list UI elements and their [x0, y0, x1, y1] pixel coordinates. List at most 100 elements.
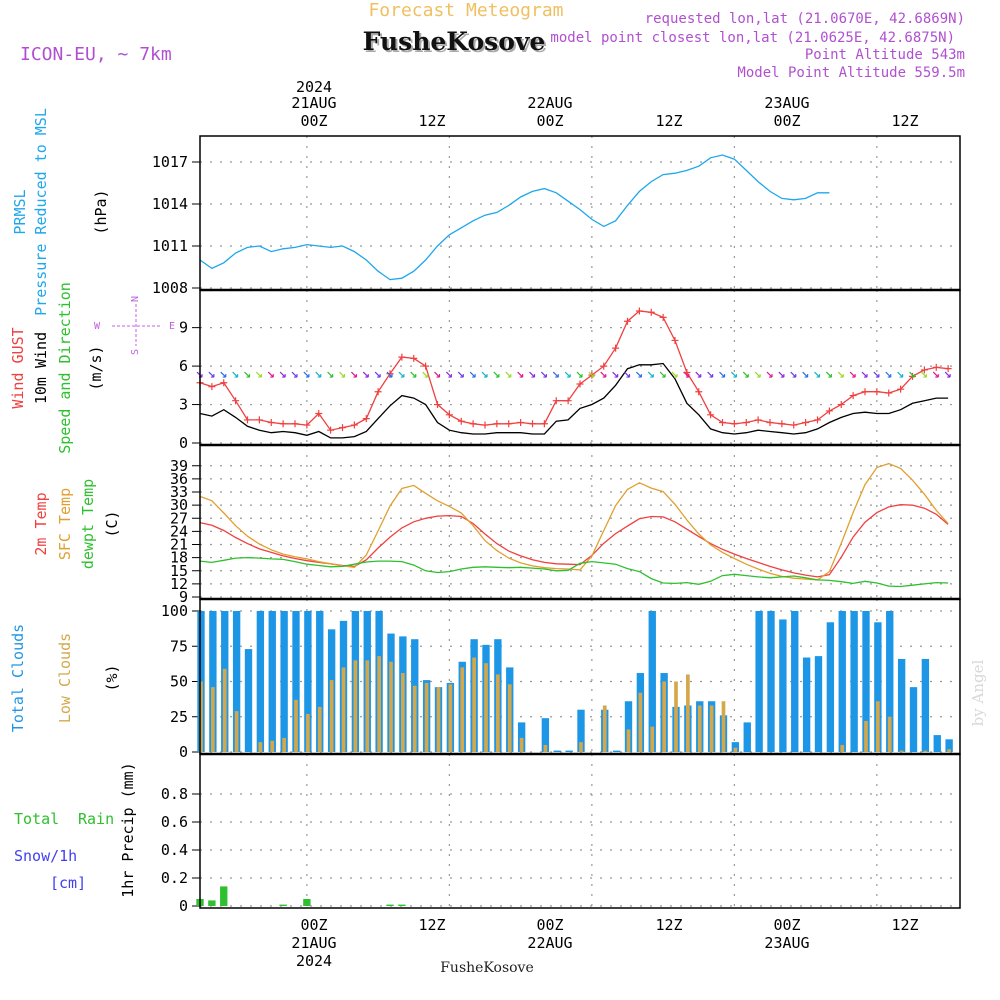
total-cloud-bar [268, 611, 276, 752]
gust-marker [422, 362, 430, 370]
total-cloud-bar [565, 750, 573, 752]
low-cloud-bar [721, 701, 726, 752]
year-bottom: 2024 [296, 952, 332, 970]
label-hpa: (hPa) [92, 189, 110, 234]
total-cloud-bar [826, 622, 835, 752]
wind-arrow [683, 371, 690, 378]
gust-marker [707, 411, 715, 419]
panel-frame-temperature [199, 444, 961, 600]
panels: 1008101110141017036991215182124273033363… [152, 135, 961, 915]
label-low-clouds: Low Clouds [56, 633, 74, 723]
tick-top-2: 12Z [418, 112, 445, 130]
low-cloud-bar [662, 681, 666, 752]
gust-marker [624, 317, 631, 325]
wind-arrow [742, 371, 749, 378]
wind-arrow [362, 371, 369, 378]
ytick-label-precip: 0.8 [161, 785, 188, 803]
gust-marker [232, 397, 240, 405]
wind-arrow [873, 371, 880, 378]
wind-arrow [208, 371, 215, 378]
low-cloud-bar [579, 742, 583, 752]
wind-arrow [897, 371, 904, 378]
wind-arrow [303, 371, 310, 378]
ytick-label-temperature: 21 [170, 536, 188, 554]
gust-marker [386, 370, 394, 378]
ytick-label-clouds: 25 [170, 708, 188, 726]
low-cloud-bar [365, 660, 370, 752]
gust-marker [315, 410, 323, 418]
label-percent: (%) [103, 664, 121, 691]
low-cloud-bar [222, 668, 227, 752]
panel-labels: PRMSL Pressure Reduced to MSL (hPa) Wind… [9, 108, 987, 898]
wind-arrow [493, 371, 500, 378]
ytick-label-wind: 9 [179, 319, 188, 337]
gust-marker [255, 416, 263, 424]
date-bottom-1: 21AUG [291, 934, 336, 952]
gust-marker [410, 354, 418, 362]
total-cloud-bar [743, 722, 751, 752]
chart-title: Forecast Meteogram [368, 0, 563, 21]
gust-marker [469, 420, 477, 428]
low-cloud-bar [199, 681, 203, 752]
wind-arrow [564, 371, 571, 378]
bottom-time-axis: 00Z 12Z 00Z 12Z 00Z 12Z 21AUG 22AUG 23AU… [291, 916, 918, 976]
wind-arrow [754, 371, 761, 378]
low-cloud-bar [484, 663, 488, 752]
wind-arrow [920, 371, 927, 378]
ytick-label-wind: 3 [179, 396, 188, 414]
tick-top-6: 12Z [891, 112, 918, 130]
label-rain: Rain [78, 810, 114, 828]
low-cloud-bar [519, 737, 524, 752]
panel-frame-precip [199, 753, 961, 909]
panel-wind: 0 3 6 9 [179, 289, 961, 452]
wind-arrow [885, 371, 892, 378]
ytick-label-temperature: 9 [179, 588, 188, 606]
gust-marker [445, 411, 453, 419]
gust-marker [612, 344, 620, 352]
wind-arrow [600, 371, 607, 378]
wind-arrow [790, 371, 797, 378]
compass-w: W [94, 321, 101, 332]
ytick-label-pressure: 1014 [152, 195, 188, 213]
compass-s: S [130, 349, 141, 355]
wind-arrow [517, 371, 524, 378]
gust-marker [730, 420, 738, 428]
total-cloud-bar [874, 622, 882, 752]
low-cloud-bar [448, 684, 453, 752]
panel-frame-pressure [199, 135, 961, 291]
low-cloud-bar [389, 661, 393, 752]
total-cloud-bar [731, 742, 740, 752]
wind-arrow [588, 371, 595, 378]
date-top-3: 23AUG [764, 94, 809, 112]
tick-top-3: 00Z [536, 112, 563, 130]
wind-arrow [825, 371, 832, 378]
gust-marker [719, 418, 726, 426]
total-cloud-bar [209, 611, 217, 752]
series-line-wind-0 [199, 310, 949, 431]
total-cloud-bar [779, 619, 787, 752]
tick-bottom-6: 12Z [891, 916, 918, 934]
wind-arrow [814, 371, 821, 378]
tick-top-4: 12Z [655, 112, 682, 130]
gust-marker [944, 365, 952, 373]
ytick-label-temperature: 33 [170, 483, 188, 501]
footer-location: FusheKosove [440, 960, 534, 976]
wind-arrow [232, 371, 239, 378]
low-cloud-bar [686, 674, 690, 752]
tick-top-1: 00Z [300, 112, 327, 130]
wind-arrow [861, 371, 868, 378]
low-cloud-bar [282, 737, 286, 752]
total-cloud-bar [244, 649, 253, 752]
gust-marker [897, 385, 905, 393]
ytick-label-temperature: 12 [170, 575, 188, 593]
ytick-label-pressure: 1017 [152, 153, 188, 171]
total-cloud-bar [612, 750, 621, 752]
series-line-temperature-1 [199, 462, 949, 581]
gust-marker [873, 388, 881, 396]
gust-marker [766, 418, 774, 426]
total-cloud-bar [624, 701, 633, 752]
ytick-label-pressure: 1011 [152, 237, 188, 255]
tick-bottom-5: 00Z [773, 916, 800, 934]
